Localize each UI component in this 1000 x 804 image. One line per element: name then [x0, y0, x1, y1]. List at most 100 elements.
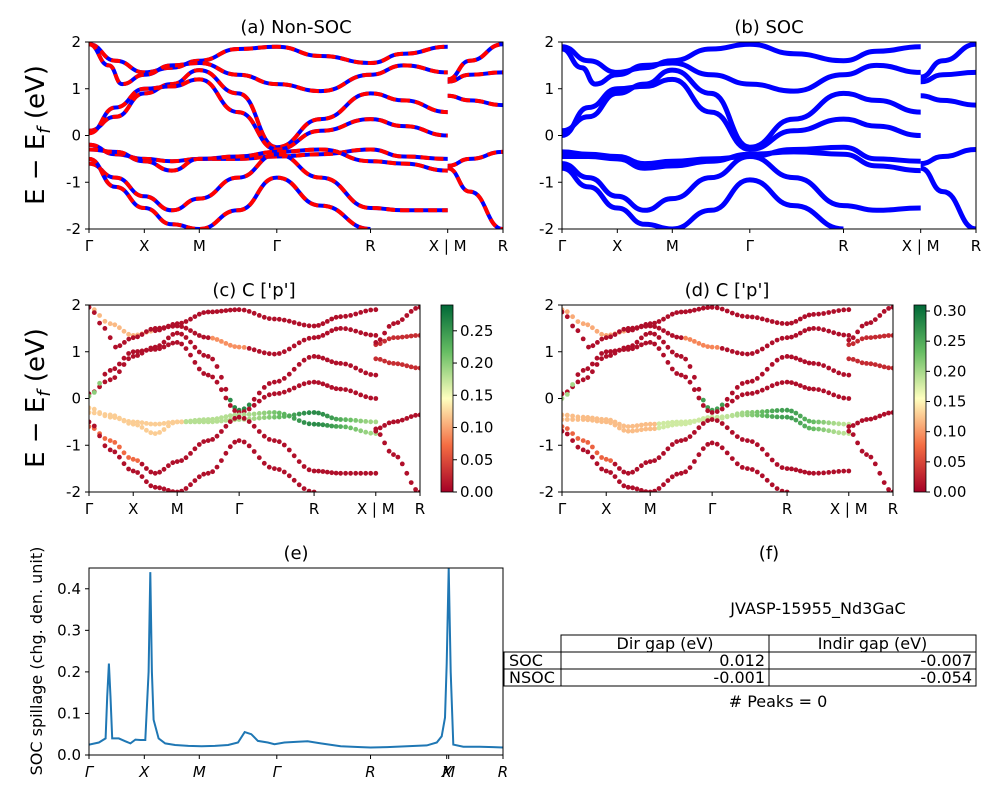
band-line: [920, 147, 976, 167]
band-point: [196, 366, 202, 372]
colorbar: [913, 304, 927, 493]
band-point: [669, 333, 675, 338]
band-point: [683, 469, 688, 475]
band-point: [256, 415, 262, 421]
band-point: [724, 308, 730, 314]
band-point: [855, 420, 860, 426]
band-point: [358, 330, 364, 336]
band-point: [816, 387, 821, 392]
band-point: [575, 319, 581, 324]
band-point: [816, 426, 821, 432]
band-point: [205, 372, 211, 378]
band-point: [603, 456, 609, 462]
band-point: [779, 380, 785, 385]
band-point: [797, 383, 803, 388]
band-point: [192, 478, 198, 483]
band-point: [183, 455, 189, 461]
band-point: [296, 482, 302, 488]
band-point: [320, 422, 326, 428]
band-point: [306, 488, 312, 492]
band-point: [656, 425, 662, 431]
band-point: [724, 413, 730, 419]
band-point: [102, 412, 108, 417]
band-point: [612, 474, 618, 479]
band-point: [395, 335, 401, 340]
band-point: [797, 357, 803, 363]
band-point: [399, 461, 405, 467]
band-point: [97, 433, 102, 439]
x-tick-label: Γ: [235, 500, 244, 518]
x-tick-label: Γ: [85, 500, 94, 518]
band-point: [647, 340, 653, 345]
band-point: [687, 308, 693, 314]
band-point: [806, 312, 812, 318]
band-point: [135, 353, 141, 358]
band-point: [391, 419, 396, 425]
band-point: [170, 489, 176, 492]
band-point: [769, 319, 775, 324]
band-point: [338, 314, 343, 320]
band-point: [324, 469, 330, 475]
band-point: [276, 414, 282, 420]
band-point: [719, 421, 725, 426]
band-point: [816, 311, 821, 317]
band-point: [797, 316, 803, 322]
band-point: [665, 330, 671, 336]
band-point: [665, 423, 671, 429]
band-point: [797, 468, 803, 474]
panel-c-plot-area: 210-1-2Γ X M Γ R X | M R0.250.200.150.100.050.…: [66, 296, 493, 518]
band-line: [562, 67, 921, 150]
band-point: [570, 323, 575, 329]
band-point: [759, 473, 765, 479]
band-point: [301, 357, 307, 363]
band-point: [338, 417, 343, 422]
band-point: [286, 473, 292, 479]
band-point: [333, 470, 339, 476]
x-tick-label: M: [644, 500, 657, 518]
band-point: [157, 325, 163, 331]
band-point: [612, 332, 618, 337]
band-line: [920, 69, 976, 85]
band-point: [373, 340, 379, 345]
band-point: [656, 486, 662, 491]
band-point: [343, 387, 348, 392]
band-point: [117, 454, 122, 460]
band-point: [802, 416, 808, 422]
band-point: [811, 426, 816, 432]
band-point: [316, 380, 321, 385]
band-point: [301, 486, 307, 491]
band-point: [192, 446, 198, 452]
band-point: [219, 415, 224, 421]
band-point: [850, 341, 856, 347]
band-point: [709, 410, 715, 415]
band-point: [643, 323, 649, 329]
band-point: [102, 379, 108, 385]
band-point: [348, 417, 353, 423]
band-point: [316, 468, 321, 474]
band-point: [91, 410, 97, 416]
band-point: [353, 311, 359, 317]
band-point: [625, 484, 631, 490]
panel-c-projected: (c) C ['p'] 210-1-2Γ X M Γ R X | M R0.250.200.…: [66, 280, 493, 518]
band-point: [739, 437, 745, 442]
band-point: [696, 341, 702, 346]
band-point: [214, 364, 220, 369]
band-point: [232, 416, 238, 421]
band-point: [246, 419, 252, 424]
band-point: [585, 417, 591, 423]
band-point: [386, 448, 392, 454]
band-point: [256, 313, 262, 318]
band-point: [353, 418, 359, 423]
band-point: [612, 422, 618, 428]
band-point: [859, 336, 865, 342]
band-point: [157, 430, 163, 435]
band-point: [683, 437, 688, 442]
band-point: [291, 343, 297, 349]
band-point: [769, 362, 775, 367]
band-point: [864, 417, 869, 422]
band-point: [363, 308, 369, 314]
band-point: [575, 444, 581, 450]
band-point: [745, 351, 750, 357]
band-point: [570, 417, 575, 422]
band-point: [161, 466, 167, 472]
